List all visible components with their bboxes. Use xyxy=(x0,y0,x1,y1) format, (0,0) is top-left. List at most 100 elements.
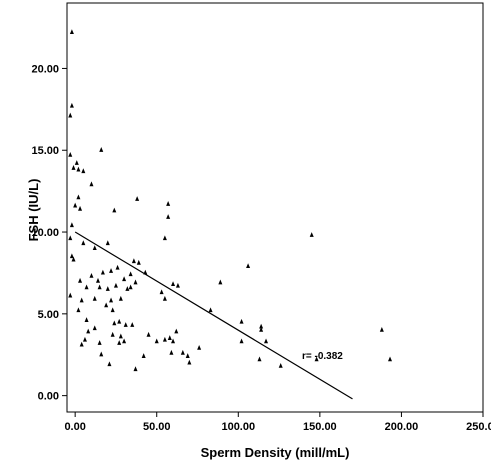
data-point xyxy=(110,307,115,313)
plot-frame xyxy=(66,2,484,413)
data-point xyxy=(187,359,192,365)
data-point xyxy=(162,336,167,342)
data-point xyxy=(100,269,105,275)
data-point xyxy=(74,160,79,165)
data-point xyxy=(110,331,115,337)
data-point xyxy=(68,235,73,241)
data-point xyxy=(278,362,283,368)
data-point xyxy=(117,340,122,345)
data-point xyxy=(97,340,102,345)
data-point xyxy=(128,271,133,277)
data-point xyxy=(159,289,164,295)
data-point xyxy=(107,361,112,367)
data-point xyxy=(69,222,74,228)
y-axis-title: FSH (IU/L) xyxy=(26,179,41,242)
data-point xyxy=(123,322,128,327)
data-point xyxy=(76,307,81,313)
data-point xyxy=(92,325,97,331)
data-point xyxy=(68,151,73,157)
data-point xyxy=(257,356,262,362)
data-point xyxy=(180,349,185,355)
data-point xyxy=(79,297,84,303)
data-point xyxy=(136,259,141,265)
data-point xyxy=(115,264,120,270)
data-point xyxy=(95,277,100,283)
data-point xyxy=(218,279,223,285)
data-point xyxy=(133,279,138,285)
data-point xyxy=(208,307,213,313)
data-point xyxy=(99,147,104,152)
data-point xyxy=(105,286,110,291)
data-point xyxy=(76,194,81,200)
data-point xyxy=(122,276,127,282)
data-point xyxy=(113,282,118,288)
y-tick-label: 20.00 xyxy=(31,63,59,75)
data-point xyxy=(171,338,176,344)
data-point xyxy=(239,338,244,344)
data-point xyxy=(89,181,94,187)
y-tick-label: 0.00 xyxy=(38,391,59,403)
data-point xyxy=(166,201,171,206)
data-point xyxy=(71,256,76,262)
data-point xyxy=(68,112,73,118)
data-point xyxy=(99,351,104,357)
correlation-annotation: r= -0.382 xyxy=(302,351,343,362)
x-tick-label: 200.00 xyxy=(385,421,419,433)
y-tick-label: 10.00 xyxy=(31,227,59,239)
data-point xyxy=(135,196,140,201)
data-point xyxy=(69,102,74,108)
x-tick-label: 0.00 xyxy=(64,421,85,433)
x-tick-label: 250.00 xyxy=(466,421,491,433)
data-point xyxy=(118,295,123,301)
data-point xyxy=(162,235,167,241)
data-point xyxy=(78,205,83,211)
data-point xyxy=(105,240,110,246)
data-point xyxy=(388,356,393,362)
data-point xyxy=(71,165,76,170)
data-point xyxy=(84,284,89,290)
data-point xyxy=(167,335,172,340)
data-point xyxy=(109,297,114,303)
data-point xyxy=(117,318,122,324)
data-point xyxy=(82,336,87,342)
data-point xyxy=(81,168,86,174)
data-point xyxy=(309,232,314,237)
regression-line xyxy=(74,231,353,400)
data-point xyxy=(69,253,74,259)
data-point xyxy=(128,284,133,290)
y-tick-label: 5.00 xyxy=(38,309,59,321)
data-point xyxy=(104,302,109,308)
data-point xyxy=(69,29,74,35)
data-point xyxy=(175,282,180,288)
data-point xyxy=(143,269,148,275)
data-point xyxy=(174,328,179,334)
data-point xyxy=(141,353,146,358)
x-axis-ticks: 0.00 50.00 100.00 150.00 200.00 250.00 xyxy=(64,412,491,433)
data-point xyxy=(171,281,176,286)
data-point xyxy=(133,366,138,372)
x-tick-label: 50.00 xyxy=(143,421,171,433)
data-point xyxy=(68,292,73,298)
data-point xyxy=(81,240,86,246)
data-point xyxy=(78,277,83,283)
data-point xyxy=(97,284,102,290)
data-point xyxy=(86,328,91,334)
data-point xyxy=(166,214,171,219)
data-point xyxy=(109,268,114,273)
data-point xyxy=(154,338,159,344)
data-point xyxy=(118,333,123,339)
data-point xyxy=(379,327,384,332)
data-point xyxy=(259,327,264,332)
data-point xyxy=(162,295,167,301)
x-tick-label: 150.00 xyxy=(303,421,337,433)
data-point xyxy=(259,323,264,329)
x-axis-title: Sperm Density (mill/mL) xyxy=(201,445,350,460)
y-tick-label: 15.00 xyxy=(31,145,59,157)
data-point xyxy=(112,320,117,326)
data-point xyxy=(76,166,81,172)
data-point xyxy=(125,286,130,291)
data-point xyxy=(185,353,190,358)
data-point xyxy=(84,317,89,322)
data-point xyxy=(131,258,136,264)
